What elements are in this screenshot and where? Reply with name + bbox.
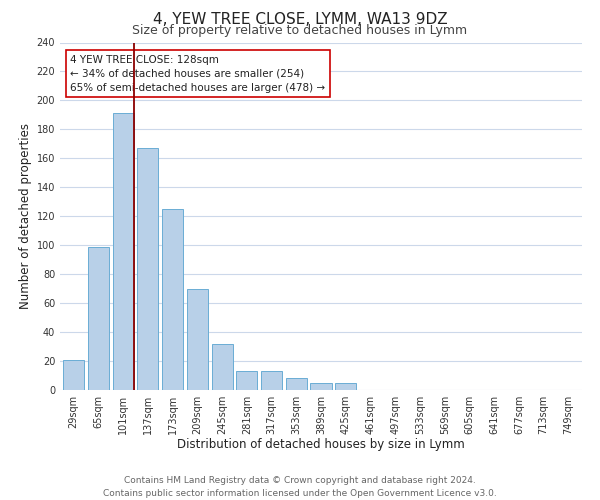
Y-axis label: Number of detached properties: Number of detached properties [19,123,32,309]
Bar [187,288,208,390]
Bar [310,383,332,390]
Text: Contains HM Land Registry data © Crown copyright and database right 2024.
Contai: Contains HM Land Registry data © Crown c… [103,476,497,498]
Bar [286,378,307,390]
Bar [236,371,257,390]
Bar [113,114,134,390]
Text: 4, YEW TREE CLOSE, LYMM, WA13 9DZ: 4, YEW TREE CLOSE, LYMM, WA13 9DZ [152,12,448,28]
Bar [261,371,282,390]
Bar [137,148,158,390]
Text: 4 YEW TREE CLOSE: 128sqm
← 34% of detached houses are smaller (254)
65% of semi-: 4 YEW TREE CLOSE: 128sqm ← 34% of detach… [70,54,326,92]
Bar [212,344,233,390]
Text: Size of property relative to detached houses in Lymm: Size of property relative to detached ho… [133,24,467,37]
Bar [88,246,109,390]
X-axis label: Distribution of detached houses by size in Lymm: Distribution of detached houses by size … [177,438,465,452]
Bar [63,360,84,390]
Bar [335,383,356,390]
Bar [162,209,183,390]
